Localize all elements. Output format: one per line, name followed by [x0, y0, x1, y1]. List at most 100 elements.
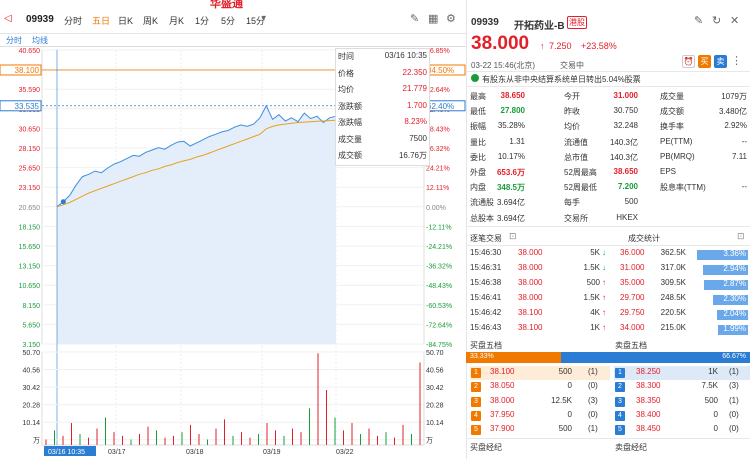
quote-label: EPS — [660, 167, 677, 176]
dist-price: 36.000 — [620, 248, 645, 257]
dist-pct: 2.87% — [723, 279, 746, 288]
news-headline[interactable]: 有股东从非中央结算系统单日转出5.04%股票 — [482, 75, 641, 84]
info-label: 成交额 — [338, 151, 362, 160]
timeframe-tab[interactable]: 五日 — [92, 16, 111, 26]
trade-price: 38.100 — [518, 323, 543, 332]
x-tick-label: 03/17 — [108, 449, 126, 456]
grid-icon[interactable]: ▦ — [428, 13, 439, 25]
price-marker: 38.100 — [15, 66, 40, 75]
subtab-timeshare[interactable]: 分时 — [6, 36, 22, 45]
info-row: 涨跌幅 8.23% — [338, 117, 427, 133]
y-tick-label: 10.650 — [19, 283, 41, 290]
timeframe-tab[interactable]: 周K — [143, 16, 159, 26]
stock-name: 开拓药业-B — [514, 21, 565, 32]
back-icon[interactable]: ◁ — [4, 13, 12, 24]
quote-label: 交易所 — [564, 213, 588, 223]
timeframe-tab[interactable]: 5分 — [221, 16, 236, 26]
quote-label: PB(MRQ) — [660, 151, 695, 161]
dist-bar — [704, 280, 748, 290]
bid-volume: 0 — [567, 409, 572, 419]
close-icon[interactable]: ✕ — [730, 15, 740, 27]
ask-price: 38.450 — [636, 424, 661, 434]
trade-price: 38.000 — [518, 263, 543, 272]
trades-title: 逐笔交易 — [470, 234, 502, 243]
info-label: 涨跌额 — [338, 101, 362, 111]
refresh-icon[interactable]: ↻ — [712, 15, 722, 27]
quote-label: 振幅 — [470, 122, 486, 132]
quote-label: 内盘 — [470, 183, 486, 193]
buy-button[interactable]: 买 — [698, 55, 711, 68]
bid-row[interactable]: 5 37.900 500 (1) — [470, 423, 610, 437]
timeframe-tab[interactable]: 分时 — [64, 16, 83, 26]
dist-price: 35.000 — [620, 278, 645, 287]
y-tick-label: 13.150 — [19, 264, 41, 271]
bid-level: 1 — [471, 368, 481, 378]
info-label: 时间 — [338, 52, 354, 61]
edit-icon-right[interactable]: ✎ — [694, 15, 704, 27]
bid-volume: 500 — [558, 424, 572, 434]
dist-price: 29.750 — [620, 308, 645, 317]
vol-tick-label: 50.70 — [22, 350, 40, 357]
dist-price: 31.000 — [620, 263, 645, 272]
dist-pct: 2.04% — [723, 309, 746, 318]
quote-label: 委比 — [470, 152, 486, 162]
timeframe-tab[interactable]: 月K — [169, 16, 185, 26]
buy-ratio-pct: 33.33% — [470, 353, 494, 360]
quote-value: 3.480亿 — [718, 107, 747, 117]
quote-label: 外盘 — [470, 168, 486, 177]
vol-tick-label-right: 万 — [426, 437, 433, 445]
bid-row[interactable]: 4 37.950 0 (0) — [470, 409, 610, 423]
sell-button[interactable]: 卖 — [714, 55, 727, 68]
timeframe-tab[interactable]: 日K — [118, 16, 134, 26]
bid-row[interactable]: 3 38.000 12.5K (3) — [470, 395, 610, 409]
y-tick-label-pct: 96.85% — [426, 48, 450, 55]
timeframe-tab[interactable]: 15分 — [246, 16, 266, 26]
subtab-avgline[interactable]: 均线 — [32, 36, 48, 45]
dist-pct: 1.99% — [723, 324, 746, 333]
divider — [466, 245, 750, 246]
trade-time: 15:46:42 — [470, 308, 502, 317]
price-up-arrow-icon: ↑ — [540, 41, 545, 51]
trade-volume: 1K — [590, 323, 600, 332]
timeframe-tab[interactable]: 1分 — [195, 16, 210, 26]
y-tick-label-pct: 36.32% — [426, 146, 450, 153]
info-row: 价格 22.350 — [338, 68, 427, 84]
alert-icon[interactable]: ⏰ — [682, 55, 695, 68]
ask-row[interactable]: 5 38.450 0 (0) — [614, 423, 750, 437]
ask-row[interactable]: 1 38.250 1K (1) — [614, 366, 750, 380]
ask-level: 2 — [615, 382, 625, 393]
quote-label: 52周最低 — [564, 183, 597, 193]
quote-label: 总市值 — [564, 152, 588, 162]
dist-bar — [716, 310, 748, 320]
ask-row[interactable]: 3 38.350 500 (1) — [614, 395, 750, 409]
bid-volume: 500 — [558, 367, 572, 376]
expand-icon[interactable]: ⊡ — [737, 231, 745, 241]
dist-volume: 248.5K — [660, 293, 686, 302]
trade-row: 15:46:31 38.000 1.5K ↓ 31.000 317.0K 2.94% — [470, 263, 750, 278]
sell-broker-title: 卖盘经纪 — [615, 443, 647, 452]
x-tick-label: 03/22 — [336, 449, 354, 456]
stock-code: 09939 — [26, 14, 54, 25]
edit-icon[interactable]: ✎ — [410, 13, 420, 25]
dist-volume: 317.0K — [660, 263, 686, 272]
quote-label: 流通值 — [564, 137, 588, 147]
info-label: 均价 — [338, 85, 354, 94]
bid-row[interactable]: 1 38.100 500 (1) — [470, 366, 610, 380]
arrow-down-icon: ↓ — [602, 248, 606, 257]
ask-row[interactable]: 4 38.400 0 (0) — [614, 409, 750, 423]
expand-icon[interactable]: ⊡ — [509, 231, 517, 241]
dist-volume: 215.0K — [660, 323, 686, 332]
info-row: 均价 21.779 — [338, 84, 427, 100]
y-tick-label-pct: -72.64% — [426, 322, 452, 329]
buy-book-title: 买盘五档 — [470, 341, 502, 350]
y-tick-label: 28.150 — [19, 146, 41, 153]
vol-tick-label-right: 30.42 — [426, 385, 444, 392]
settings-icon[interactable]: ⚙ — [446, 13, 456, 25]
bid-row[interactable]: 2 38.050 0 (0) — [470, 380, 610, 394]
arrow-down-icon: ↓ — [602, 263, 606, 272]
ask-row[interactable]: 2 38.300 7.5K (3) — [614, 380, 750, 394]
more-icon[interactable]: ⋮ — [731, 55, 742, 67]
trade-price: 38.000 — [518, 278, 543, 287]
chevron-down-icon[interactable]: ▾ — [262, 13, 267, 22]
quote-label: 股息率(TTM) — [660, 183, 706, 193]
